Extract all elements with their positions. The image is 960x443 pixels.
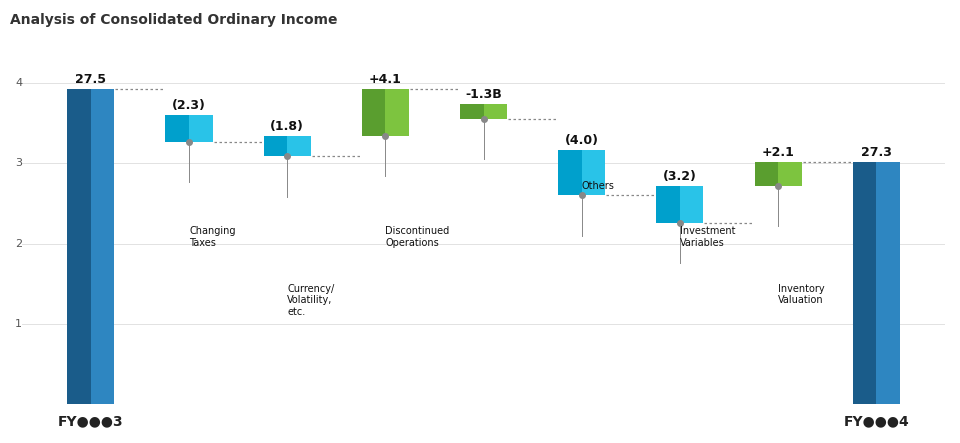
Bar	[680, 187, 704, 223]
Text: 27.5: 27.5	[75, 73, 107, 86]
Text: Changing
Taxes: Changing Taxes	[189, 226, 235, 248]
Bar	[189, 115, 212, 142]
Bar	[67, 89, 91, 404]
Text: 3: 3	[15, 158, 22, 168]
Bar	[264, 136, 287, 156]
Bar	[484, 104, 507, 119]
Text: (1.8): (1.8)	[271, 120, 304, 133]
Text: (3.2): (3.2)	[663, 171, 697, 183]
Text: Discontinued
Operations: Discontinued Operations	[385, 226, 449, 248]
Text: +4.1: +4.1	[369, 73, 402, 86]
Bar	[779, 162, 802, 187]
Bar	[460, 104, 484, 119]
Text: Investment
Variables: Investment Variables	[680, 226, 735, 248]
Text: 27.3: 27.3	[861, 146, 892, 159]
Text: (2.3): (2.3)	[172, 99, 206, 112]
Text: -1.3B: -1.3B	[466, 88, 502, 101]
Text: Inventory
Valuation: Inventory Valuation	[779, 284, 825, 305]
Bar	[165, 115, 189, 142]
Text: Analysis of Consolidated Ordinary Income: Analysis of Consolidated Ordinary Income	[10, 13, 337, 27]
Bar	[582, 150, 606, 195]
Text: 4: 4	[15, 78, 22, 88]
Bar	[287, 136, 311, 156]
Bar	[558, 150, 582, 195]
Bar	[385, 89, 409, 136]
Bar	[362, 89, 385, 136]
Bar	[755, 162, 779, 187]
Text: Others: Others	[582, 181, 614, 190]
Text: 2: 2	[15, 239, 22, 249]
Text: (4.0): (4.0)	[564, 134, 599, 147]
Bar	[91, 89, 114, 404]
Text: +2.1: +2.1	[761, 146, 795, 159]
Text: 1: 1	[15, 319, 22, 329]
Bar	[657, 187, 680, 223]
Text: Currency/
Volatility,
etc.: Currency/ Volatility, etc.	[287, 284, 334, 317]
Bar	[876, 162, 900, 404]
Bar	[852, 162, 876, 404]
